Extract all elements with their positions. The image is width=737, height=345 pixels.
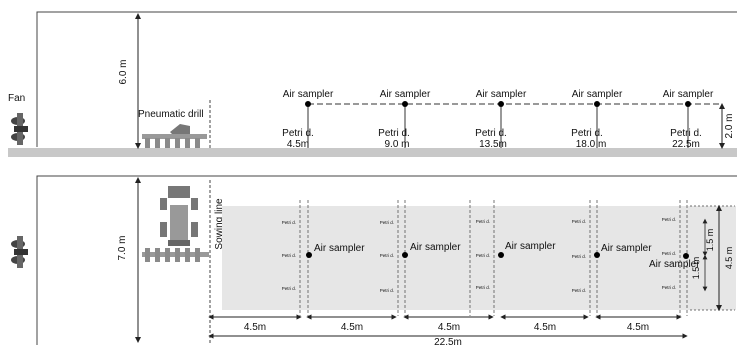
segment-label: 4.5m	[244, 322, 266, 333]
air-sampler-label: Air sampler	[380, 89, 431, 100]
segment-label: 4.5m	[627, 322, 649, 333]
air-sampler-label: Air sampler	[649, 259, 700, 270]
ground-strip	[8, 148, 737, 157]
fan-label: Fan	[8, 93, 25, 104]
air-sampler-label: Air sampler	[601, 243, 652, 254]
petri-label: Petri d.	[378, 128, 410, 139]
petri-label: Petri d.	[572, 254, 586, 259]
petri-label: Petri d.	[282, 220, 296, 225]
petri-label: Petri d.	[282, 253, 296, 258]
side-sampler: Air sampler Petri d. 22.5m	[663, 89, 714, 150]
distance-label: 13.5m	[479, 139, 507, 150]
field-width-label: 4.5 m	[724, 247, 734, 270]
height-label: 6.0 m	[118, 59, 129, 84]
petri-label: Petri d.	[475, 128, 507, 139]
fan-icon	[11, 236, 28, 268]
side-sampler: Air sampler Petri d. 4.5m	[282, 89, 334, 150]
petri-label: Petri d.	[670, 128, 702, 139]
segment-label: 4.5m	[438, 322, 460, 333]
top-sampler: Air sampler Petri d. Petri d. Petri d.	[572, 200, 652, 316]
sampler-height-label: 2.0 m	[724, 113, 735, 138]
air-sampler-label: Air sampler	[283, 89, 334, 100]
petri-label: Petri d.	[380, 220, 394, 225]
air-sampler-icon	[305, 101, 311, 107]
segment-label: 4.5m	[534, 322, 556, 333]
side-sampler: Air sampler Petri d. 9.0 m	[378, 89, 431, 150]
petri-label: Petri d.	[476, 253, 490, 258]
petri-label: Petri d.	[476, 285, 490, 290]
fan-icon	[11, 113, 28, 145]
petri-label: Petri d.	[282, 128, 314, 139]
air-sampler-icon	[594, 101, 600, 107]
air-sampler-label: Air sampler	[314, 243, 365, 254]
distance-label: 9.0 m	[384, 139, 409, 150]
side-sampler: Air sampler Petri d. 13.5m	[475, 89, 527, 150]
distance-label: 18.0 m	[576, 139, 607, 150]
air-sampler-icon	[498, 101, 504, 107]
total-label: 22.5m	[434, 337, 462, 345]
air-sampler-icon	[306, 252, 312, 258]
air-sampler-icon	[594, 252, 600, 258]
air-sampler-label: Air sampler	[663, 89, 714, 100]
petri-label: Petri d.	[571, 128, 603, 139]
tractor-icon	[142, 186, 209, 262]
petri-label: Petri d.	[476, 219, 490, 224]
petri-label: Petri d.	[572, 219, 586, 224]
side-view: 6.0 m Fan Pneumatic drill 2.0 m	[8, 11, 737, 157]
side-sampler: Air sampler Petri d. 18.0 m	[571, 89, 623, 150]
spacing-label-bottom: 1.5 m	[691, 257, 701, 280]
air-sampler-icon	[402, 252, 408, 258]
petri-label: Petri d.	[380, 288, 394, 293]
distance-label: 22.5m	[672, 139, 700, 150]
petri-label: Petri d.	[572, 288, 586, 293]
petri-label: Petri d.	[662, 285, 676, 290]
top-sampler: Air sampler Petri d. Petri d. Petri d.	[282, 200, 365, 316]
air-sampler-label: Air sampler	[476, 89, 527, 100]
side-view-frame	[36, 11, 737, 147]
distance-label: 4.5m	[287, 139, 309, 150]
air-sampler-icon	[498, 252, 504, 258]
drill-label: Pneumatic drill	[138, 109, 204, 120]
top-sampler: Air sampler Petri d. Petri d. Petri d.	[380, 200, 461, 316]
air-sampler-icon	[685, 101, 691, 107]
pneumatic-drill-icon	[142, 124, 207, 148]
air-sampler-label: Air sampler	[505, 241, 556, 252]
top-view-frame	[36, 175, 737, 345]
air-sampler-label: Air sampler	[572, 89, 623, 100]
petri-label: Petri d.	[282, 286, 296, 291]
top-view: 7.0 m Sowing line	[11, 175, 737, 345]
petri-label: Petri d.	[662, 217, 676, 222]
width-label: 7.0 m	[117, 235, 128, 260]
petri-label: Petri d.	[662, 251, 676, 256]
air-sampler-label: Air sampler	[410, 242, 461, 253]
segment-label: 4.5m	[341, 322, 363, 333]
spacing-label-top: 1.5 m	[705, 229, 715, 252]
petri-label: Petri d.	[380, 253, 394, 258]
sowing-line-label: Sowing line	[214, 198, 225, 250]
air-sampler-icon	[402, 101, 408, 107]
top-sampler: Air sampler Petri d. Petri d. Petri d.	[469, 200, 556, 316]
air-sampler-icon	[683, 253, 689, 259]
top-sampler: Air sampler Petri d. Petri d. Petri d.	[649, 200, 700, 316]
